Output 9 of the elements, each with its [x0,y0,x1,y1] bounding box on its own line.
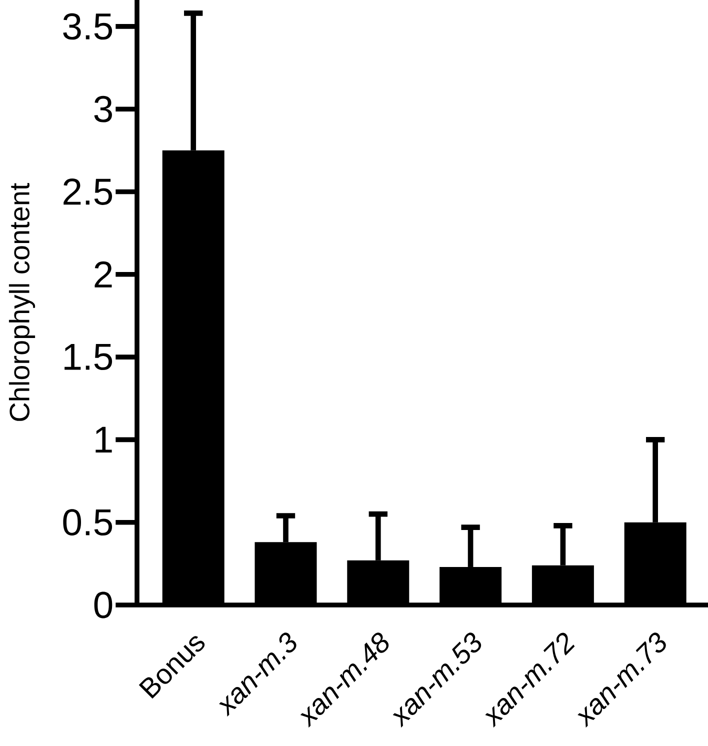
y-tick-label: 3.5 [63,13,112,40]
y-tick-label: 1.5 [64,344,112,370]
y-tick-label: 1 [96,426,112,453]
y-tick-label: 2 [94,261,112,288]
y-tick-label: 2.5 [64,178,112,205]
y-tick-label: 0 [94,592,112,618]
y-tick-label: 0.5 [63,509,112,536]
y-tick-label: 3 [94,96,112,122]
y-axis-title: Chlorophyll content [8,182,36,421]
